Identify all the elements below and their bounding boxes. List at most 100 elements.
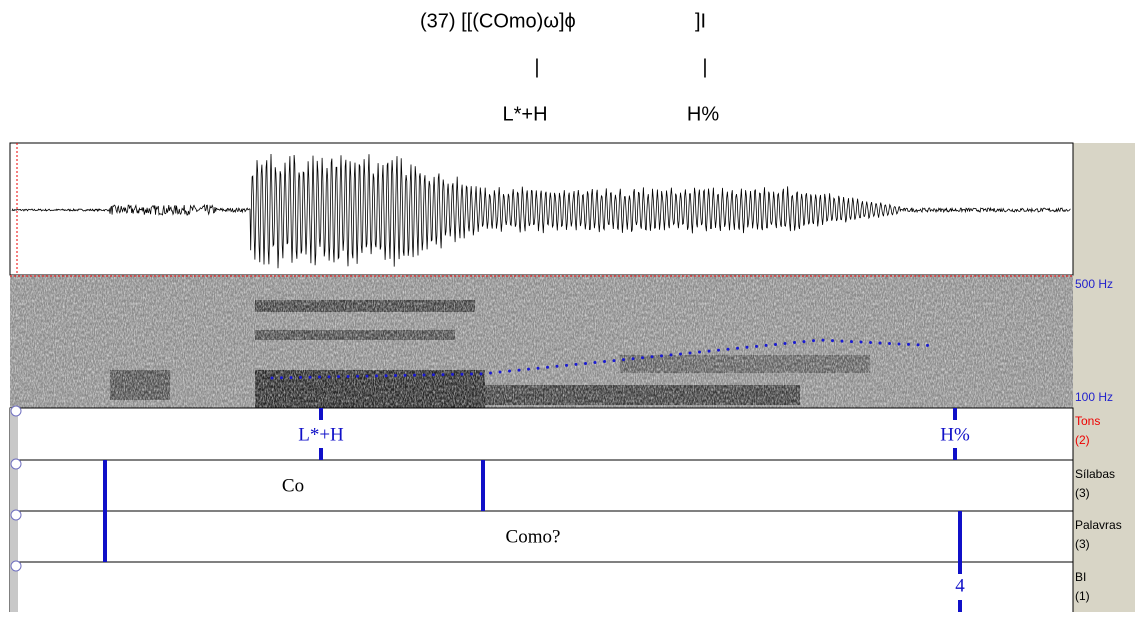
pitch-dot xyxy=(650,355,654,359)
tier-count: (1) xyxy=(1075,589,1090,603)
freq-label: 100 Hz xyxy=(1075,390,1113,404)
pitch-dot xyxy=(821,338,825,342)
pitch-dot xyxy=(555,364,559,368)
pitch-dot xyxy=(669,353,673,357)
pitch-dot xyxy=(612,359,616,363)
pitch-dot xyxy=(916,343,920,347)
tier-count: (3) xyxy=(1075,537,1090,551)
pitch-dot xyxy=(793,341,796,345)
header-tone: L*+H xyxy=(502,103,547,125)
waveform-line xyxy=(11,153,1071,269)
pitch-dot xyxy=(726,347,730,351)
pitch-dot xyxy=(859,340,863,344)
tier-label: Co xyxy=(282,475,304,496)
pitch-dot xyxy=(926,343,929,347)
pitch-dot xyxy=(850,340,853,344)
pitch-dot xyxy=(318,375,321,379)
pitch-dot xyxy=(831,339,834,343)
tier-label: H% xyxy=(940,424,970,445)
pitch-dot xyxy=(840,339,844,343)
pitch-dot xyxy=(660,354,663,358)
pitch-dot xyxy=(603,360,606,364)
tiers xyxy=(9,407,1074,615)
pitch-dot xyxy=(489,371,492,375)
pitch-dot xyxy=(498,370,502,374)
pitch-dot xyxy=(422,373,426,377)
tier-count: (3) xyxy=(1075,486,1090,500)
pitch-dot xyxy=(375,374,378,378)
pitch-dot xyxy=(308,375,312,379)
tier-box xyxy=(9,561,1074,615)
pitch-dot xyxy=(717,348,720,352)
tier-box xyxy=(9,459,1074,512)
tier-label: 4 xyxy=(955,575,965,596)
pitch-dot xyxy=(280,376,283,380)
pitch-dot xyxy=(878,341,882,345)
header-bar: | xyxy=(702,56,707,78)
pitch-dot xyxy=(365,374,369,378)
pitch-dot xyxy=(736,346,739,350)
pitch-dot xyxy=(774,342,777,346)
pitch-dot xyxy=(631,357,635,361)
pitch-dot xyxy=(327,375,331,379)
side-panel xyxy=(1073,143,1135,612)
pitch-dot xyxy=(270,376,274,380)
pitch-dot xyxy=(783,342,787,345)
tier-label: L*+H xyxy=(298,424,344,445)
pitch-track xyxy=(270,338,929,380)
pitch-dot xyxy=(546,365,549,369)
pitch-dot xyxy=(565,363,568,367)
pitch-dot xyxy=(394,374,397,378)
pitch-dot xyxy=(907,342,910,346)
pitch-dot xyxy=(593,361,597,364)
pitch-dot xyxy=(707,349,711,353)
tier-box xyxy=(9,407,1074,461)
handle[interactable] xyxy=(10,509,22,521)
pitch-dot xyxy=(289,376,293,380)
pitch-dot xyxy=(356,374,359,378)
header-text: (37) [[(COmo)ω]ϕ xyxy=(420,10,576,32)
pitch-dot xyxy=(574,362,578,366)
pitch-dot xyxy=(451,372,454,376)
pitch-dot xyxy=(460,372,464,376)
pitch-dot xyxy=(337,375,340,379)
tier-handles xyxy=(10,405,22,572)
spectrogram-noise xyxy=(10,275,1073,408)
pitch-dot xyxy=(688,351,692,355)
tier-name: BI xyxy=(1075,570,1086,584)
pitch-dot xyxy=(764,343,768,347)
pitch-dot xyxy=(413,373,416,377)
tier-name: Sílabas xyxy=(1075,467,1115,481)
header-bar: | xyxy=(534,56,539,78)
freq-label: 500 Hz xyxy=(1075,277,1113,291)
pitch-dot xyxy=(755,344,758,348)
tier-count: (2) xyxy=(1075,433,1090,447)
pitch-dot xyxy=(432,373,435,377)
pitch-dot xyxy=(536,366,540,370)
pitch-dot xyxy=(897,342,901,346)
pitch-dot xyxy=(698,350,701,354)
pitch-dot xyxy=(479,372,483,376)
handle[interactable] xyxy=(10,560,22,572)
pitch-dot xyxy=(384,374,388,378)
pitch-dot xyxy=(679,352,682,356)
header-tone: H% xyxy=(687,103,719,125)
pitch-dot xyxy=(869,341,872,345)
boundaries xyxy=(103,408,962,612)
handle[interactable] xyxy=(10,458,22,470)
pitch-dot xyxy=(299,375,302,379)
pitch-dot xyxy=(622,358,625,362)
pitch-dot xyxy=(403,373,407,377)
header-text: ]I xyxy=(695,10,706,32)
pitch-dot xyxy=(527,367,530,371)
pitch-dot xyxy=(441,373,445,377)
pitch-dot xyxy=(584,361,587,365)
pitch-dot xyxy=(812,339,815,343)
handle[interactable] xyxy=(10,405,22,417)
pitch-dot xyxy=(802,340,806,344)
pitch-dot xyxy=(508,369,511,373)
pitch-dot xyxy=(517,368,521,372)
waveform xyxy=(11,153,1071,269)
